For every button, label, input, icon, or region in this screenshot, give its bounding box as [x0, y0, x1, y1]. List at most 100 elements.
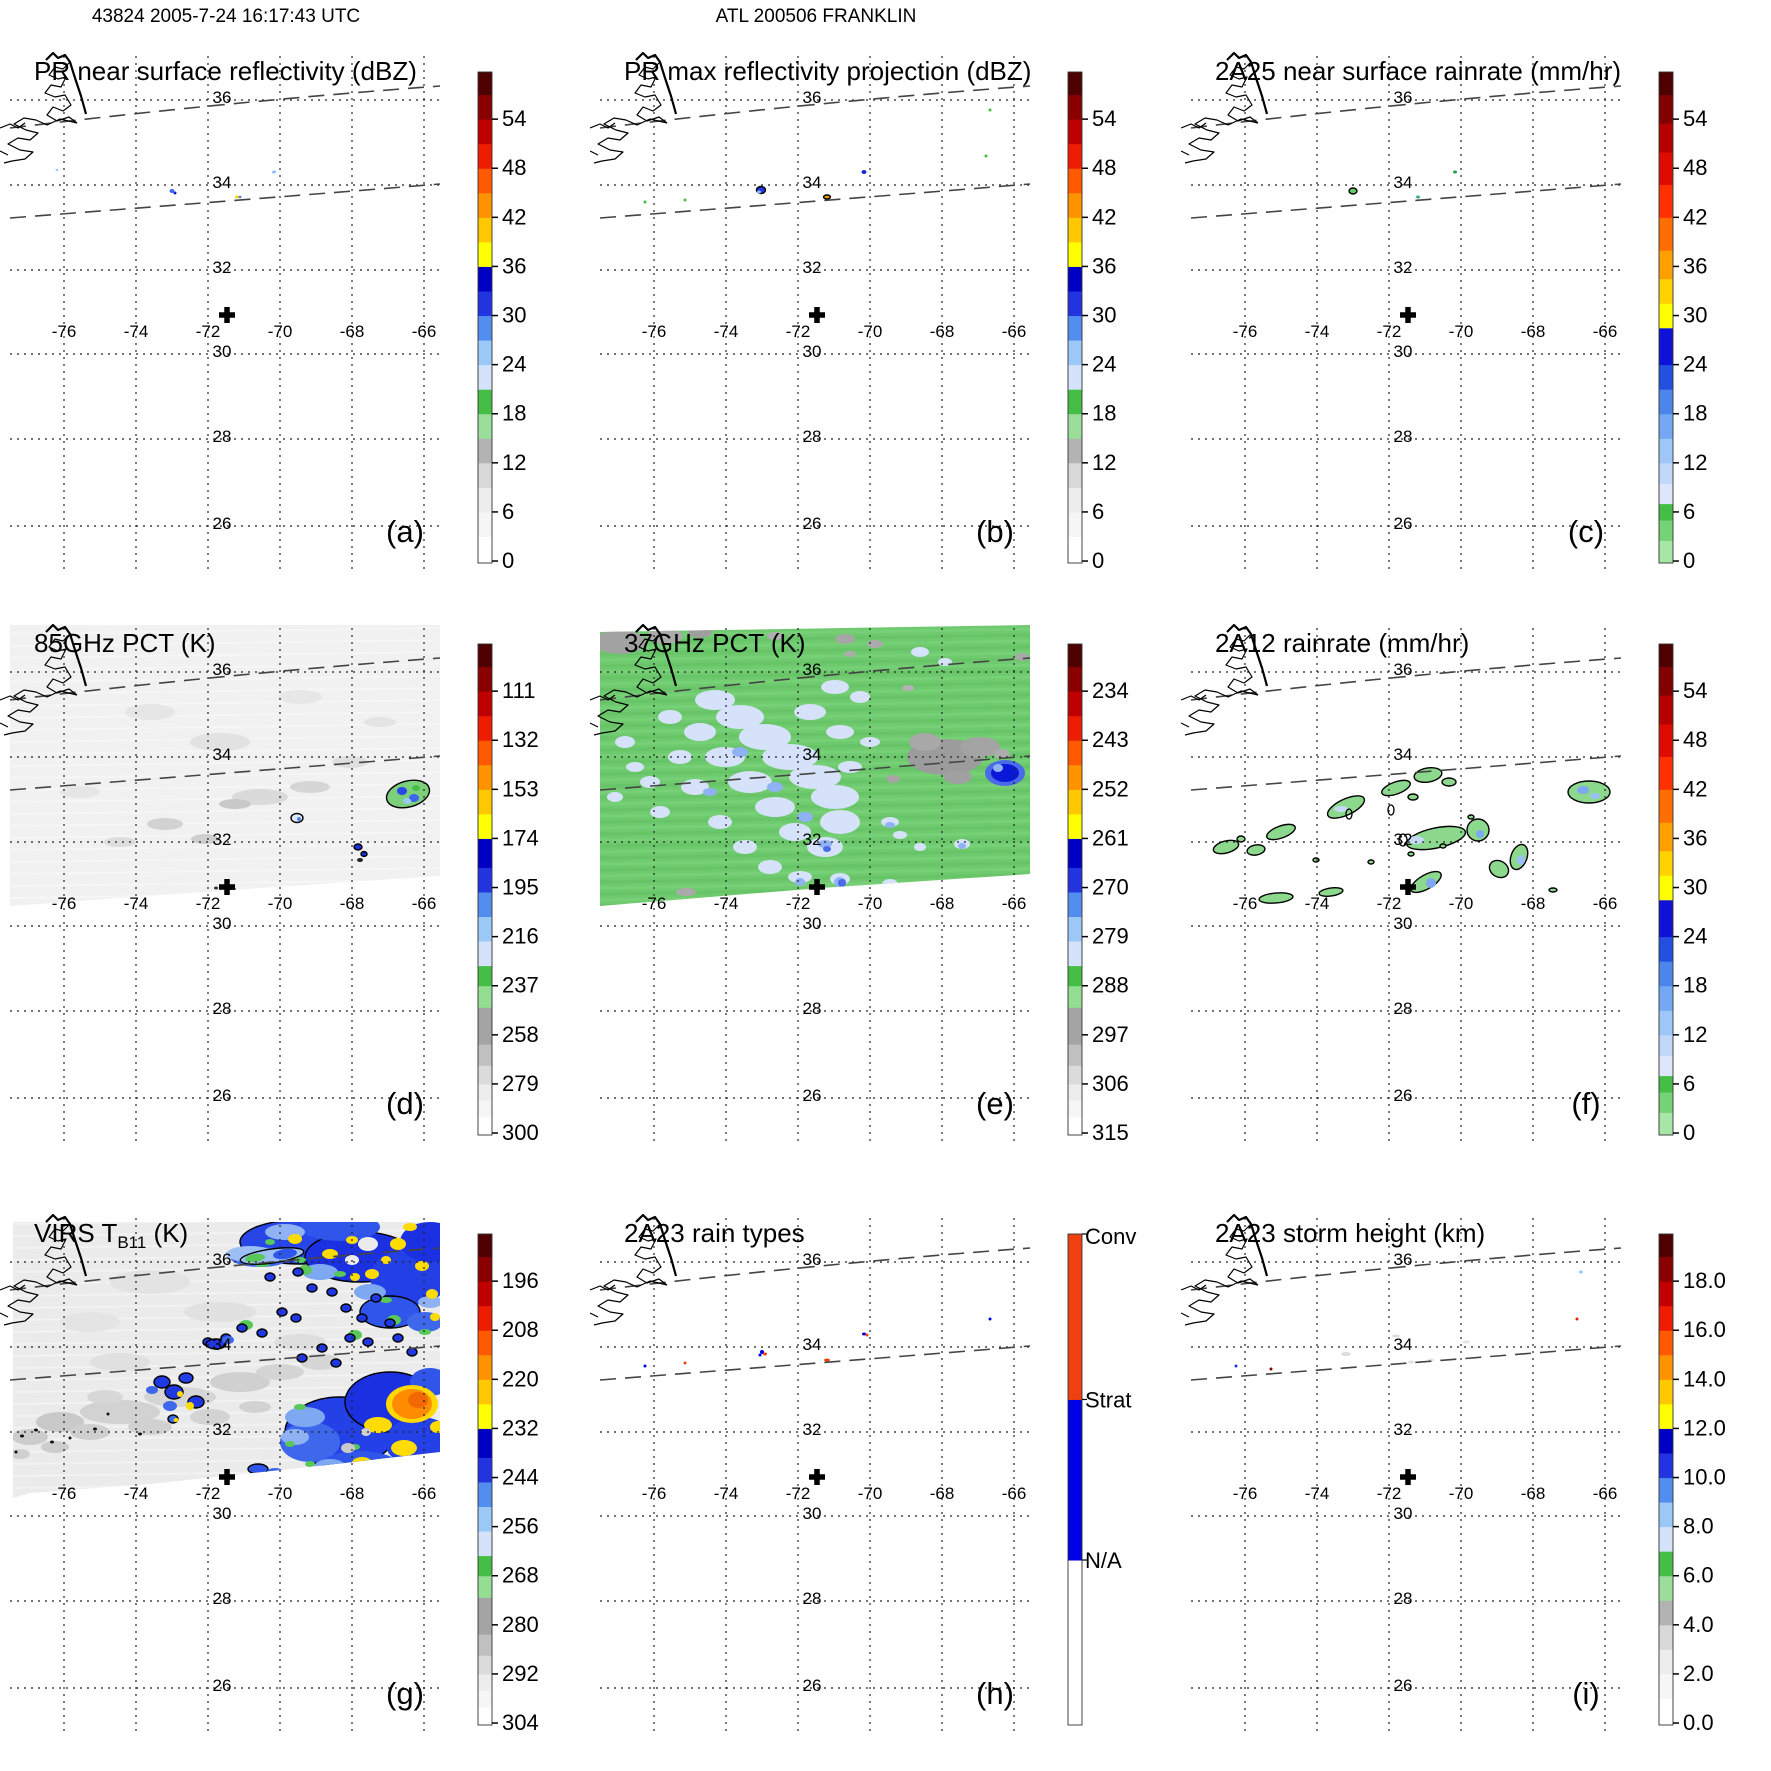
colorbar-tick-label: 18 [1683, 401, 1707, 426]
colorbar-segment [478, 1597, 492, 1635]
colorbar-segment [1068, 916, 1082, 942]
data-cell [1407, 851, 1415, 857]
colorbar-segment [1659, 462, 1673, 484]
colorbar-segment [1068, 462, 1082, 488]
graticule: 36 34 32 30 28 26 -76 -74 -72 -70 -68 -66 [600, 1218, 1030, 1734]
panel-c: 36 34 32 30 28 26 -76 -74 -72 -70 -68 -66 2A25 near … [1180, 51, 1707, 573]
colorbar-segment [1068, 789, 1082, 815]
data-cell [235, 195, 239, 199]
data-cell [278, 690, 322, 704]
colorbar-tick-label: 111 [502, 678, 535, 703]
colorbar: 304 292 280 268 256 244 232 220 208 196 [477, 1233, 539, 1735]
data-cell [184, 1302, 256, 1322]
data-layer [55, 168, 276, 199]
data-cell [359, 1295, 421, 1329]
colorbar-segment [1659, 1502, 1673, 1528]
coastline [1225, 633, 1259, 696]
panel-letter: (e) [976, 1086, 1014, 1121]
panel-letter: (c) [1568, 514, 1604, 549]
coastline [589, 722, 599, 728]
data-cell [238, 195, 242, 199]
data-cell [902, 685, 914, 691]
colorbar-segment [1068, 985, 1082, 1008]
data-cell [390, 1238, 406, 1250]
data-cell [767, 632, 783, 640]
lon-label: -72 [1377, 322, 1402, 341]
data-cell [1212, 839, 1240, 855]
lon-label: -72 [196, 322, 221, 341]
colorbar-tick-label: 0.0 [1683, 1710, 1714, 1735]
colorbar-tick-label: 54 [1683, 106, 1707, 131]
colorbar-segment [478, 1403, 492, 1429]
colorbar-segment [1659, 1281, 1673, 1307]
data-cell [1517, 855, 1525, 865]
panel-i: 36 34 32 30 28 26 -76 -74 -72 -70 -68 -66 2A23 storm… [1180, 1213, 1726, 1735]
coastline [0, 694, 26, 701]
colorbar-tick-label: 42 [1683, 204, 1707, 229]
colorbar-segment [1068, 764, 1082, 790]
colorbar-segment [1068, 511, 1082, 537]
data-cell [316, 1475, 328, 1481]
data-cell [210, 1372, 270, 1392]
data-cell [386, 1469, 398, 1477]
data-cell [60, 786, 100, 798]
lat-label: 30 [1394, 914, 1413, 933]
data-cell [320, 1451, 400, 1483]
colorbar-tick-label: 36 [1092, 253, 1116, 278]
data-layer [643, 108, 992, 204]
coastline [44, 1223, 78, 1286]
graticule: 36 34 32 30 28 26 -76 -74 -72 -70 -68 -66 [1191, 628, 1621, 1144]
data-cell [274, 1334, 326, 1350]
lat-label: 30 [803, 1504, 822, 1523]
colorbar-tick-label: 30 [1683, 875, 1707, 900]
panel-letter: (d) [386, 1086, 424, 1121]
colorbar-tick-label: 288 [1092, 973, 1129, 998]
data-cell [34, 1428, 38, 1432]
colorbar-tick-label: 195 [502, 875, 539, 900]
data-cell [886, 775, 900, 783]
lat-label: 28 [213, 999, 232, 1018]
lon-label: -66 [1593, 322, 1618, 341]
colorbar-segment [478, 1481, 492, 1508]
data-cell [316, 1343, 328, 1353]
colorbar-tick-label: 216 [502, 924, 539, 949]
storm-center-marker [219, 1469, 235, 1485]
colorbar-segment [1659, 483, 1673, 505]
lon-label: -74 [124, 894, 149, 913]
data-cell [1476, 830, 1484, 838]
data-cell [285, 1407, 325, 1427]
colorbar-segment [478, 217, 492, 243]
data-cell [1577, 786, 1589, 794]
colorbar-segment [1659, 875, 1673, 901]
data-cell [340, 1303, 352, 1313]
colorbar-segment [1659, 1075, 1673, 1093]
colorbar-segment [1068, 1007, 1082, 1045]
colorbar-segment [478, 315, 492, 341]
lat-label: 36 [213, 660, 232, 679]
lon-label: -72 [1377, 1484, 1402, 1503]
colorbar-segment [1068, 143, 1082, 169]
colorbar-segment [478, 1354, 492, 1380]
coastline [635, 623, 678, 687]
data-cell [356, 1313, 368, 1323]
data-cell [1567, 780, 1611, 804]
colorbar-tick-label: 12 [1092, 450, 1116, 475]
coastline [1226, 623, 1269, 687]
data-cell [362, 1337, 374, 1347]
panel-letter: (a) [386, 514, 424, 549]
colorbar-segment [1068, 217, 1082, 243]
data-cell [146, 1386, 158, 1394]
data-cell [314, 1459, 346, 1475]
colorbar-segment [478, 1100, 492, 1118]
data-cell [415, 1261, 429, 1271]
colorbar-segment [1659, 1354, 1673, 1380]
colorbar-tick-label: 304 [502, 1710, 539, 1735]
data-cell [239, 1401, 271, 1413]
data-cell [668, 750, 692, 764]
colorbar-tick-label: 36 [1683, 253, 1707, 278]
data-cell [1312, 857, 1320, 863]
colorbar-tick-label: 54 [1683, 678, 1707, 703]
colorbar-segment [1068, 536, 1082, 564]
coastline [593, 1279, 668, 1326]
colorbar-tick-label: 42 [1683, 776, 1707, 801]
